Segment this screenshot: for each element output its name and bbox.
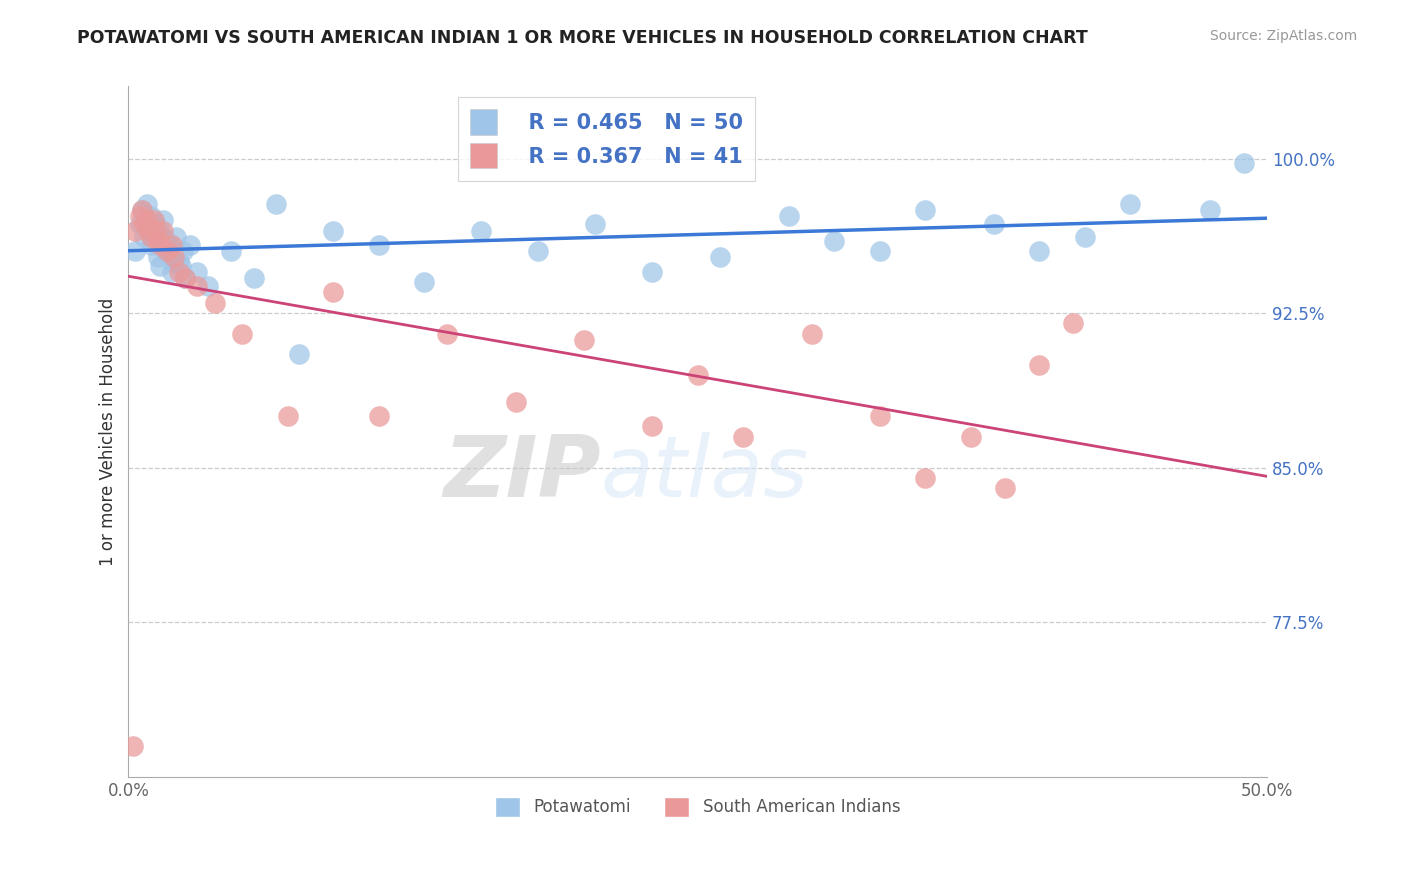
Point [869,409,891,424]
Point [368,409,391,424]
Point [128,209,150,223]
Point [134,230,156,244]
Point [583,218,606,232]
Point [686,368,709,382]
Text: Source: ZipAtlas.com: Source: ZipAtlas.com [1209,29,1357,43]
Point [131,202,153,217]
Point [186,265,208,279]
Point [914,471,936,485]
Point [160,265,183,279]
Point [160,238,183,252]
Point [131,202,153,217]
Point [146,224,169,238]
Point [135,197,157,211]
Point [124,224,146,238]
Text: atlas: atlas [600,432,808,515]
Point [322,224,344,238]
Point [368,238,391,252]
Point [322,285,344,300]
Point [231,326,253,341]
Point [145,224,167,238]
Point [1028,358,1050,372]
Point [641,265,664,279]
Point [174,271,197,285]
Point [413,275,436,289]
Point [197,279,219,293]
Point [142,213,165,227]
Point [152,230,174,244]
Point [163,251,186,265]
Point [152,224,174,238]
Point [1199,202,1222,217]
Point [152,213,174,227]
Point [709,251,731,265]
Point [159,238,181,252]
Point [141,238,163,252]
Point [914,202,936,217]
Point [170,259,193,273]
Point [823,234,845,248]
Point [156,234,179,248]
Point [142,234,165,248]
Point [288,347,311,361]
Point [172,244,194,259]
Point [1233,155,1256,169]
Point [277,409,299,424]
Point [266,197,288,211]
Point [869,244,891,259]
Point [186,279,208,293]
Point [146,251,169,265]
Legend: Potawatomi, South American Indians: Potawatomi, South American Indians [488,790,907,824]
Point [149,259,172,273]
Point [960,430,983,444]
Point [153,244,176,259]
Point [138,224,160,238]
Point [778,209,800,223]
Point [800,326,823,341]
Point [122,739,145,753]
Point [167,254,190,268]
Point [527,244,550,259]
Point [138,224,160,238]
Point [134,218,156,232]
Point [505,394,527,409]
Point [641,419,664,434]
Point [149,238,172,252]
Point [124,244,146,259]
Point [242,271,264,285]
Point [163,254,186,268]
Point [1062,317,1084,331]
Point [165,230,187,244]
Point [219,244,242,259]
Point [204,295,226,310]
Point [572,333,595,347]
Text: ZIP: ZIP [443,432,600,515]
Point [135,213,157,227]
Point [179,238,201,252]
Point [145,218,167,232]
Point [141,209,163,223]
Text: POTAWATOMI VS SOUTH AMERICAN INDIAN 1 OR MORE VEHICLES IN HOUSEHOLD CORRELATION : POTAWATOMI VS SOUTH AMERICAN INDIAN 1 OR… [77,29,1088,46]
Point [1028,244,1050,259]
Point [470,224,492,238]
Point [1074,230,1097,244]
Point [733,430,755,444]
Point [436,326,458,341]
Point [174,271,197,285]
Point [141,230,163,244]
Point [156,244,179,259]
Point [146,234,169,248]
Point [128,218,150,232]
Point [1119,197,1142,211]
Y-axis label: 1 or more Vehicles in Household: 1 or more Vehicles in Household [100,298,117,566]
Point [983,218,1005,232]
Point [167,265,190,279]
Point [994,481,1017,495]
